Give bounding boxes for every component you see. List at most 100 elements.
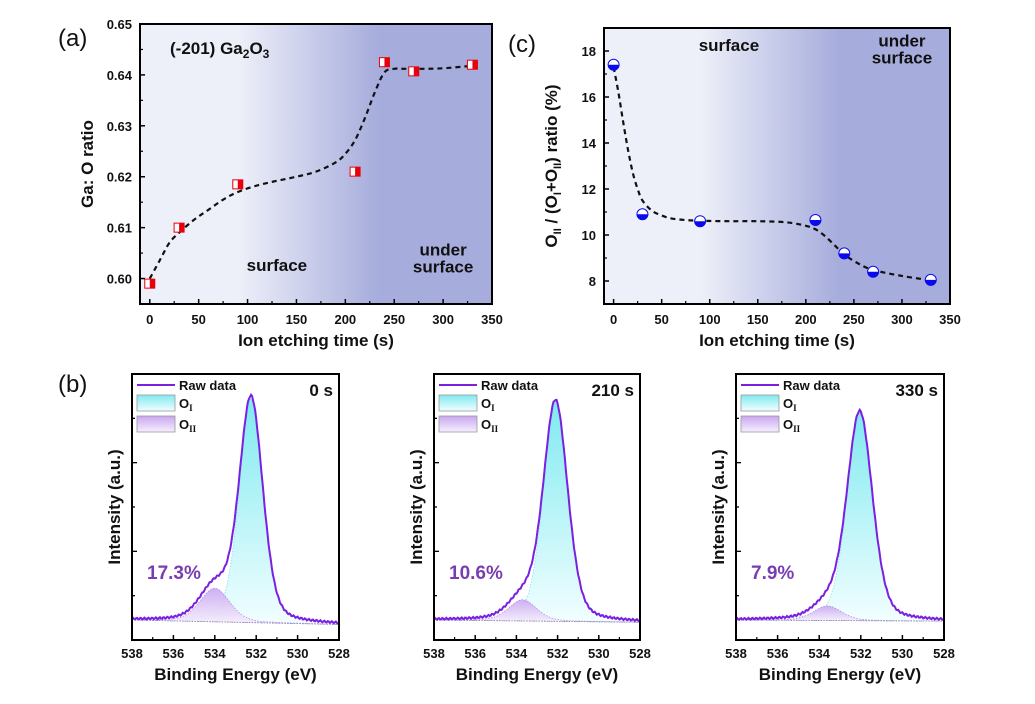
- y-tick-label: 0.62: [107, 170, 132, 185]
- x-tick-label: 536: [464, 646, 486, 661]
- y-axis-label: OII / (OI+OII) ratio (%): [542, 84, 564, 247]
- baseline: [735, 619, 945, 622]
- legend-o1-swatch: [438, 394, 478, 412]
- x-axis-label: Binding Energy (eV): [154, 665, 316, 684]
- y-axis-label: Intensity (a.u.): [105, 449, 124, 564]
- data-point: [173, 222, 185, 233]
- x-tick-label: 528: [328, 646, 350, 661]
- x-tick-label: 250: [843, 312, 865, 327]
- raw-data-line: [433, 398, 641, 623]
- x-tick-label: 530: [287, 646, 309, 661]
- y-tick-label: 18: [582, 44, 596, 59]
- marker-fill: [925, 279, 937, 286]
- region-label: surface: [247, 256, 307, 275]
- x-tick-label: 530: [892, 646, 914, 661]
- x-tick-label: 538: [725, 646, 747, 661]
- y-tick-label: 10: [582, 228, 596, 243]
- x-tick-label: 50: [191, 312, 205, 327]
- raw-data-line: [131, 393, 340, 625]
- x-tick-label: 528: [933, 646, 955, 661]
- x-tick-label: 528: [629, 646, 651, 661]
- x-tick-label: 200: [334, 312, 356, 327]
- panel-c-chart: (c) 0 50 100 150 200 250 300 350 8 10 12 14 16 18 surf…: [508, 27, 961, 350]
- data-point: [232, 179, 244, 190]
- x-tick-label: 150: [286, 312, 308, 327]
- o2-component: [433, 599, 641, 623]
- data-point: [466, 59, 478, 70]
- data-point: [349, 166, 361, 177]
- region-label: under surface: [872, 31, 932, 67]
- time-label: 210 s: [591, 381, 634, 400]
- y-tick-label: 8: [589, 274, 596, 289]
- legend-o2-swatch: [136, 415, 176, 433]
- x-tick-label: 350: [939, 312, 961, 327]
- region-label: surface: [699, 36, 759, 55]
- x-tick-label: 350: [481, 312, 503, 327]
- x-tick-label: 532: [245, 646, 267, 661]
- data-point: [694, 215, 707, 228]
- marker-fill: [867, 271, 879, 278]
- x-tick-label: 538: [423, 646, 445, 661]
- x-tick-label: 100: [237, 312, 259, 327]
- y-tick-label: 0.61: [107, 221, 132, 236]
- marker-fill: [179, 223, 185, 233]
- sample-title: (-201) Ga2O3: [170, 39, 270, 61]
- panel-label-a: (a): [58, 25, 87, 52]
- x-tick-label: 200: [795, 312, 817, 327]
- panel-a-chart: (a) 0 50 100 150 200 250 300 350 0.60 0.61 0.62 0.6…: [58, 17, 503, 350]
- marker-fill: [413, 66, 419, 76]
- x-tick-label: 150: [747, 312, 769, 327]
- x-tick-label: 300: [891, 312, 913, 327]
- x-tick-label: 534: [506, 646, 528, 661]
- baseline: [131, 619, 340, 625]
- marker-fill: [608, 64, 620, 71]
- x-tick-label: 530: [588, 646, 610, 661]
- data-point: [144, 278, 156, 289]
- x-tick-label: 100: [699, 312, 721, 327]
- x-tick-label: 538: [121, 646, 143, 661]
- x-axis-label: Ion etching time (s): [699, 331, 855, 350]
- raw-data-line: [735, 407, 945, 622]
- y-tick-label: 14: [582, 136, 597, 151]
- legend-o2-swatch: [438, 415, 478, 433]
- y-tick-label: 16: [582, 90, 596, 105]
- marker-fill: [472, 60, 478, 70]
- data-point: [607, 58, 620, 71]
- x-tick-label: 532: [850, 646, 872, 661]
- legend-o1-swatch: [136, 394, 176, 412]
- ratio-label: 7.9%: [751, 563, 794, 584]
- y-axis-label: Ga: O ratio: [78, 120, 97, 208]
- ratio-label: 17.3%: [147, 563, 201, 584]
- time-label: 0 s: [309, 381, 333, 400]
- marker-fill: [384, 57, 390, 67]
- legend-raw-label: Raw data: [783, 378, 841, 393]
- legend-o1-swatch: [740, 394, 780, 412]
- x-tick-label: 0: [146, 312, 153, 327]
- x-axis-label: Binding Energy (eV): [759, 665, 921, 684]
- data-point: [867, 265, 880, 278]
- x-tick-label: 536: [163, 646, 185, 661]
- marker-fill: [809, 220, 821, 226]
- y-tick-label: 0.63: [107, 119, 132, 134]
- y-tick-label: 12: [582, 182, 596, 197]
- marker-fill: [237, 179, 243, 189]
- marker-fill: [694, 221, 706, 227]
- data-point: [924, 273, 937, 286]
- y-tick-label: 0.60: [107, 272, 132, 287]
- y-axis-label: Intensity (a.u.): [709, 449, 728, 564]
- panel-label-c: (c): [508, 31, 536, 58]
- marker-fill: [355, 167, 361, 177]
- legend-o2-swatch: [740, 415, 780, 433]
- x-tick-label: 536: [767, 646, 789, 661]
- ratio-label: 10.6%: [449, 563, 503, 584]
- data-point: [636, 208, 649, 221]
- x-tick-label: 532: [547, 646, 569, 661]
- data-point: [378, 57, 390, 68]
- marker-fill: [838, 253, 850, 259]
- marker-fill: [149, 279, 155, 289]
- data-point: [809, 214, 822, 227]
